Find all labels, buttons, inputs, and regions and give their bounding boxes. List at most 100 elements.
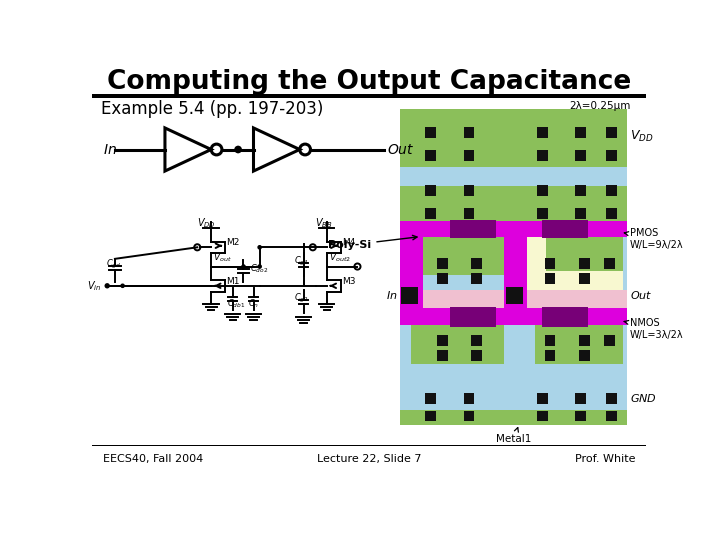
Bar <box>400 390 627 410</box>
Text: $\it{Out}$: $\it{Out}$ <box>630 289 652 301</box>
Bar <box>411 237 504 291</box>
Bar <box>400 110 627 425</box>
Bar <box>575 393 586 403</box>
Circle shape <box>104 283 110 288</box>
Bar <box>542 307 588 327</box>
Text: $\it{V}_{out}$: $\it{V}_{out}$ <box>213 252 232 264</box>
Bar <box>464 208 474 219</box>
Bar <box>575 208 586 219</box>
Bar <box>534 325 623 363</box>
Bar <box>579 258 590 269</box>
Bar <box>92 94 647 98</box>
Text: Metal1: Metal1 <box>496 428 531 444</box>
Text: Example 5.4 (pp. 197-203): Example 5.4 (pp. 197-203) <box>101 100 323 118</box>
Bar <box>464 185 474 195</box>
Text: $\it{GND}$: $\it{GND}$ <box>630 392 657 404</box>
Bar <box>537 410 548 421</box>
Text: $\it{V}_{BB}$: $\it{V}_{BB}$ <box>315 217 333 231</box>
Bar <box>579 273 590 284</box>
Bar <box>437 273 448 284</box>
Bar <box>400 390 627 425</box>
Bar <box>606 150 617 161</box>
Bar <box>400 221 627 237</box>
Bar <box>537 393 548 403</box>
Text: $\it{Out}$: $\it{Out}$ <box>387 143 414 157</box>
Text: $\it{V}_{in}$: $\it{V}_{in}$ <box>86 279 101 293</box>
Bar <box>472 258 482 269</box>
Bar <box>537 185 548 195</box>
Bar <box>437 335 448 346</box>
Bar <box>464 393 474 403</box>
Bar <box>426 127 436 138</box>
Bar <box>504 271 623 325</box>
Bar <box>92 445 647 446</box>
Bar <box>437 258 448 269</box>
Bar <box>579 350 590 361</box>
Bar <box>606 185 617 195</box>
Bar <box>606 393 617 403</box>
Bar <box>400 186 627 221</box>
Circle shape <box>241 264 246 269</box>
Bar <box>504 237 546 325</box>
Bar <box>575 127 586 138</box>
Bar <box>464 410 474 421</box>
Text: 2λ=0.25μm: 2λ=0.25μm <box>570 100 631 111</box>
Bar <box>400 363 627 390</box>
Text: M2: M2 <box>227 238 240 247</box>
Bar <box>450 220 496 238</box>
Bar <box>437 350 448 361</box>
Text: $C_{do2}$: $C_{do2}$ <box>250 262 268 275</box>
Bar <box>506 287 523 303</box>
Circle shape <box>120 284 125 288</box>
Bar <box>472 350 482 361</box>
Bar <box>464 127 474 138</box>
Text: M4: M4 <box>342 238 356 247</box>
Bar <box>544 273 555 284</box>
Bar <box>426 410 436 421</box>
Bar <box>534 237 623 291</box>
Bar <box>537 127 548 138</box>
Text: Lecture 22, Slide 7: Lecture 22, Slide 7 <box>317 454 421 464</box>
Bar <box>426 185 436 195</box>
Text: $\it{V}_{DD}$: $\it{V}_{DD}$ <box>197 217 216 231</box>
Text: $C_{g2}$: $C_{g2}$ <box>294 292 309 306</box>
Text: PMOS
W/L=9λ/2λ: PMOS W/L=9λ/2λ <box>624 228 684 249</box>
Text: Prof. White: Prof. White <box>575 454 636 464</box>
Bar <box>464 150 474 161</box>
Bar <box>544 350 555 361</box>
Text: Poly-Si: Poly-Si <box>328 235 417 250</box>
Bar <box>579 335 590 346</box>
Text: $\it{In}$: $\it{In}$ <box>386 289 397 301</box>
Text: $\it{V}_{DD}$: $\it{V}_{DD}$ <box>630 129 654 144</box>
Bar <box>606 208 617 219</box>
Bar <box>411 325 504 363</box>
Text: M1: M1 <box>227 278 240 286</box>
Bar <box>575 185 586 195</box>
Bar <box>604 258 615 269</box>
Text: $C_{g4}$: $C_{g4}$ <box>294 254 310 268</box>
Bar <box>401 287 418 303</box>
Bar <box>544 335 555 346</box>
Bar <box>426 393 436 403</box>
Text: EECS40, Fall 2004: EECS40, Fall 2004 <box>102 454 203 464</box>
Bar <box>426 150 436 161</box>
Circle shape <box>234 146 242 153</box>
Text: M3: M3 <box>342 278 356 286</box>
Bar <box>450 307 496 327</box>
Text: Computing the Output Capacitance: Computing the Output Capacitance <box>107 69 631 94</box>
Text: $C_{db1}$: $C_{db1}$ <box>227 297 245 310</box>
Bar <box>400 308 627 325</box>
Bar <box>575 410 586 421</box>
Circle shape <box>257 245 262 249</box>
Bar <box>472 335 482 346</box>
Bar <box>537 208 548 219</box>
Text: $\it{In}$: $\it{In}$ <box>102 143 117 157</box>
Bar <box>542 220 588 238</box>
Bar <box>400 110 627 167</box>
Text: $\it{V}_{out2}$: $\it{V}_{out2}$ <box>329 252 351 264</box>
Circle shape <box>257 264 262 269</box>
Bar <box>606 127 617 138</box>
Bar <box>575 150 586 161</box>
Bar <box>426 208 436 219</box>
Bar <box>400 291 627 309</box>
